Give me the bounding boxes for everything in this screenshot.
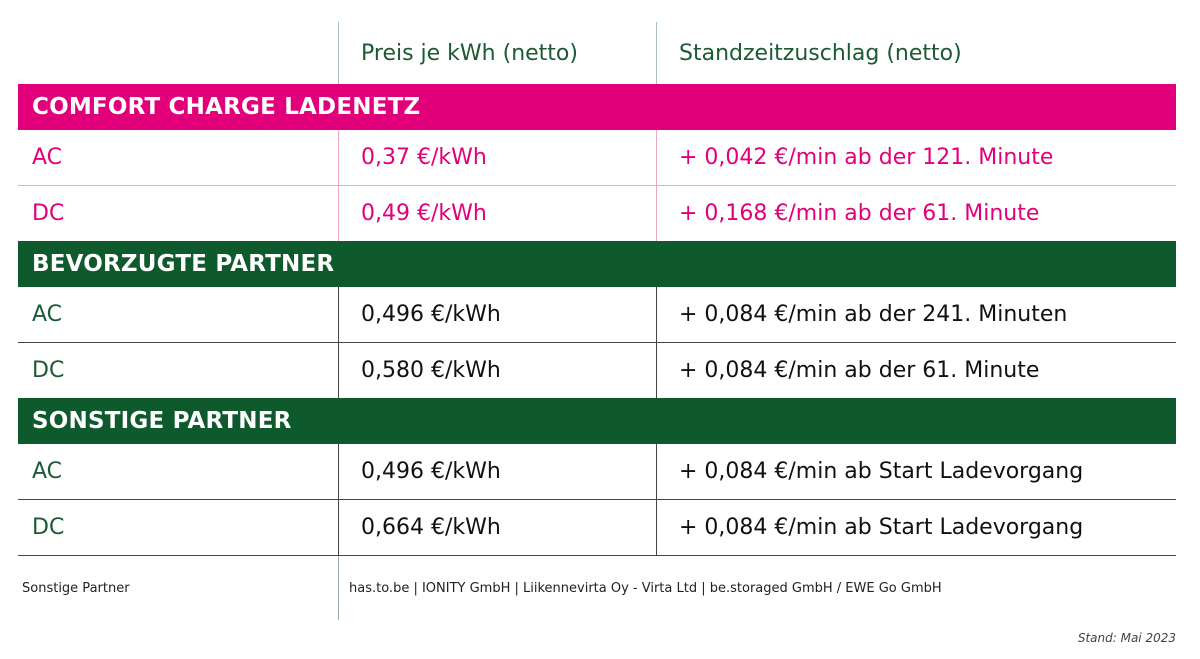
fee-cell: + 0,168 €/min ab der 61. Minute: [656, 186, 1176, 241]
table-row: DC 0,580 €/kWh + 0,084 €/min ab der 61. …: [18, 343, 1176, 398]
partner-list: has.to.be | IONITY GmbH | Liikennevirta …: [338, 556, 1176, 620]
table-row: AC 0,37 €/kWh + 0,042 €/min ab der 121. …: [18, 130, 1176, 186]
price-cell: 0,37 €/kWh: [338, 130, 656, 185]
charge-type: DC: [32, 358, 65, 383]
fee-column-header: Standzeitzuschlag (netto): [656, 22, 1176, 84]
price-cell: 0,49 €/kWh: [338, 186, 656, 241]
fee-cell: + 0,084 €/min ab der 241. Minuten: [656, 287, 1176, 342]
price-cell: 0,580 €/kWh: [338, 343, 656, 398]
charge-type: DC: [32, 515, 65, 540]
charge-type: DC: [32, 201, 65, 226]
footer-row: Sonstige Partner has.to.be | IONITY GmbH…: [18, 556, 1176, 620]
footer-label: Sonstige Partner: [22, 580, 130, 596]
price-cell: 0,664 €/kWh: [338, 500, 656, 555]
table-header: Preis je kWh (netto) Standzeitzuschlag (…: [18, 22, 1176, 84]
fee-cell: + 0,084 €/min ab Start Ladevorgang: [656, 444, 1176, 499]
table-row: DC 0,664 €/kWh + 0,084 €/min ab Start La…: [18, 500, 1176, 556]
table-row: DC 0,49 €/kWh + 0,168 €/min ab der 61. M…: [18, 186, 1176, 241]
section-header-comfort-charge: COMFORT CHARGE LADENETZ: [18, 84, 1176, 130]
charge-type: AC: [32, 302, 63, 327]
charge-type: AC: [32, 459, 63, 484]
charge-type: AC: [32, 145, 63, 170]
price-cell: 0,496 €/kWh: [338, 444, 656, 499]
table-row: AC 0,496 €/kWh + 0,084 €/min ab der 241.…: [18, 287, 1176, 343]
fee-cell: + 0,084 €/min ab Start Ladevorgang: [656, 500, 1176, 555]
price-column-header: Preis je kWh (netto): [338, 22, 656, 84]
section-header-sonstige-partner: SONSTIGE PARTNER: [18, 398, 1176, 444]
stand-date: Stand: Mai 2023: [1077, 631, 1176, 645]
fee-cell: + 0,084 €/min ab der 61. Minute: [656, 343, 1176, 398]
section-header-bevorzugte-partner: BEVORZUGTE PARTNER: [18, 241, 1176, 287]
pricing-table: Preis je kWh (netto) Standzeitzuschlag (…: [18, 22, 1176, 620]
fee-cell: + 0,042 €/min ab der 121. Minute: [656, 130, 1176, 185]
table-row: AC 0,496 €/kWh + 0,084 €/min ab Start La…: [18, 444, 1176, 500]
price-cell: 0,496 €/kWh: [338, 287, 656, 342]
